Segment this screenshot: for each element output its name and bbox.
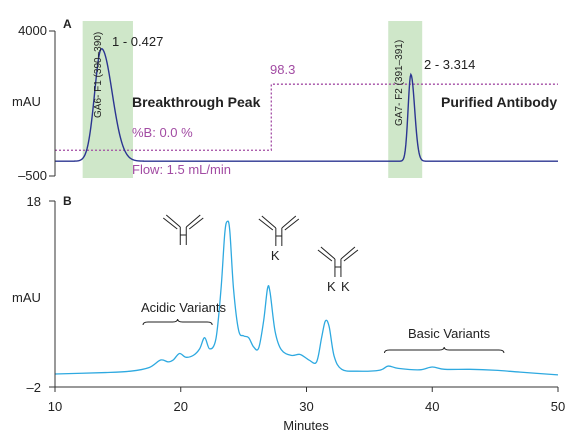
fraction-window-f1 (82, 21, 133, 178)
lysine-label: K (327, 279, 336, 294)
peak-label-1: 1 - 0.427 (112, 34, 163, 49)
x-tick-label: 50 (551, 399, 565, 414)
antibody-diagrams: KK K (162, 214, 359, 294)
panel-a: A 4000 –500 mAU 1 - 0.427 2 - 3.314 GA6-… (12, 17, 558, 183)
variant-brackets (142, 318, 505, 354)
antibody-icon: K (258, 215, 300, 263)
basic-variants-label: Basic Variants (408, 326, 491, 341)
fraction-label-f2: GA7- F2 (391–391) (394, 40, 405, 126)
breakthrough-peak-annotation: Breakthrough Peak (132, 94, 261, 110)
purified-antibody-annotation: Purified Antibody (441, 94, 557, 110)
panel-b: 10 20 30 40 50 B 18 –2 mAU Minutes Acidic Va… (12, 194, 565, 433)
x-tick-label: 20 (174, 399, 188, 414)
peak-label-2: 2 - 3.314 (424, 57, 475, 72)
y-axis-label-b: mAU (12, 290, 41, 305)
gradient-start-label: %B: 0.0 % (132, 125, 193, 140)
gradient-step-label: 98.3 (270, 62, 295, 77)
lysine-label: K (271, 248, 280, 263)
panel-label-b: B (63, 194, 72, 208)
panel-label-a: A (63, 17, 72, 31)
y-tick-label-b-bottom: –2 (27, 380, 41, 395)
lysine-label: K (341, 279, 350, 294)
y-tick-label-a-top: 4000 (18, 23, 47, 38)
uv-trace-a (55, 47, 558, 162)
y-tick-label-b-top: 18 (27, 194, 41, 209)
x-ticks: 10 20 30 40 50 (48, 387, 565, 414)
x-axis-label: Minutes (283, 418, 329, 433)
uv-trace-b (54, 220, 559, 376)
flow-rate-label: Flow: 1.5 mL/min (132, 162, 231, 177)
x-tick-label: 30 (299, 399, 313, 414)
fraction-label-f1: GA6- F1 (390–390) (93, 32, 104, 118)
x-tick-label: 40 (425, 399, 439, 414)
y-tick-label-a-bottom: –500 (18, 168, 47, 183)
x-tick-label: 10 (48, 399, 62, 414)
gradient-line (55, 83, 558, 151)
variant-bracket (383, 346, 505, 354)
acidic-variants-label: Acidic Variants (141, 300, 227, 315)
y-axis-label-a: mAU (12, 94, 41, 109)
variant-bracket (142, 318, 213, 326)
antibody-icon (162, 214, 204, 245)
